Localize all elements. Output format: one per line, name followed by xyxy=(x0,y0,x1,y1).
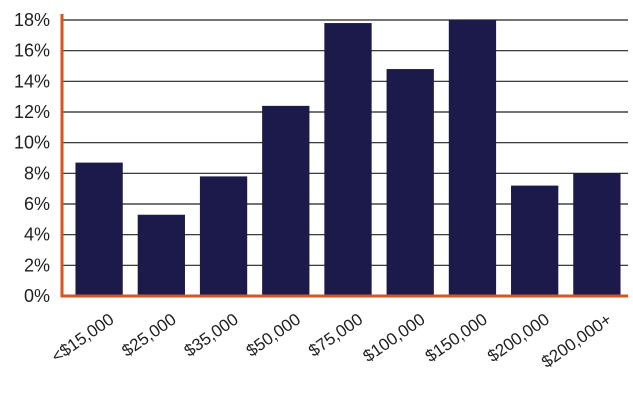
x-tick-label: $25,000 xyxy=(118,310,179,361)
x-tick-label: $100,000 xyxy=(360,310,429,366)
y-tick-label: 4% xyxy=(24,225,50,245)
x-tick-label: $150,000 xyxy=(422,310,491,366)
bar xyxy=(324,23,372,297)
bar xyxy=(137,214,185,296)
bar xyxy=(199,176,248,296)
y-tick-label: 16% xyxy=(14,41,50,61)
bar xyxy=(75,162,123,296)
y-tick-label: 2% xyxy=(24,255,50,275)
axes xyxy=(60,14,628,298)
y-tick-label: 6% xyxy=(24,194,50,214)
bars xyxy=(75,20,621,297)
x-tick-labels: <$15,000 $25,000 $35,000 $50,000 $75,000$100… xyxy=(48,310,615,372)
bar xyxy=(448,20,497,296)
y-tick-label: 10% xyxy=(14,133,50,153)
bar xyxy=(386,69,434,296)
bar xyxy=(262,105,310,296)
y-tick-label: 0% xyxy=(24,286,50,306)
y-tick-label: 12% xyxy=(14,102,50,122)
bar xyxy=(573,173,621,296)
y-tick-label: 14% xyxy=(14,71,50,91)
bar xyxy=(511,185,559,296)
x-tick-label: $200,000+ xyxy=(538,310,615,372)
x-tick-label: $75,000 xyxy=(305,310,366,361)
y-tick-label: 18% xyxy=(14,10,50,30)
y-tick-label: 8% xyxy=(24,163,50,183)
y-tick-labels: 0% 2% 4% 6% 8% 10% 12% 14% 16% 18% xyxy=(14,10,50,306)
x-tick-label: <$15,000 xyxy=(48,310,117,367)
x-tick-label: $35,000 xyxy=(181,310,242,361)
x-tick-label: $50,000 xyxy=(243,310,304,361)
